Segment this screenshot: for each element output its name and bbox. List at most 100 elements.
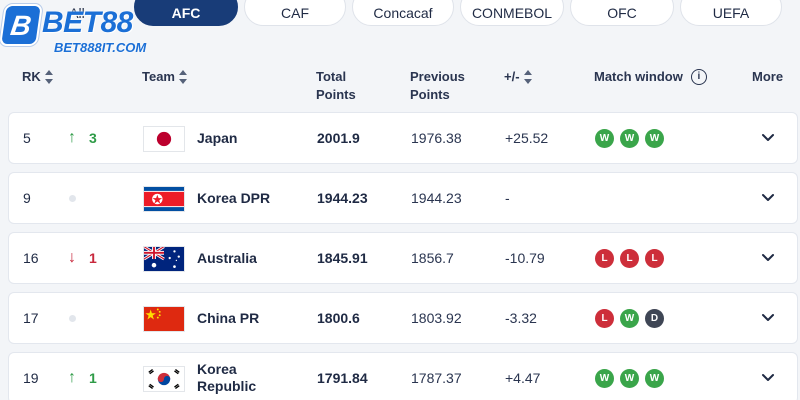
team-name[interactable]: Japan <box>197 129 238 146</box>
korea-dpr-flag <box>143 186 185 212</box>
table-row[interactable]: 5 ↑ 3 Japan 2001.9 1976.38 +25.52 W W W <box>8 112 798 164</box>
arrow-up-icon: ↑ <box>68 369 76 386</box>
points-diff: -10.79 <box>505 250 545 266</box>
sort-icon <box>523 70 532 84</box>
rank-movement: ↑ 3 <box>65 113 97 163</box>
previous-points: 1803.92 <box>411 310 462 326</box>
rank-value: 5 <box>23 130 31 146</box>
tab-ofc[interactable]: OFC <box>570 0 674 26</box>
match-result-badge: W <box>620 368 639 388</box>
chevron-down-icon[interactable] <box>761 173 775 223</box>
header-total-points: Total Points <box>316 68 356 104</box>
info-icon[interactable]: i <box>690 69 707 85</box>
rank-change-value: 3 <box>89 130 97 146</box>
rank-value: 17 <box>23 310 39 326</box>
match-result-badge: D <box>645 308 664 328</box>
match-result-badge: L <box>620 248 639 268</box>
previous-points: 1787.37 <box>411 370 462 386</box>
chevron-down-icon[interactable] <box>761 353 775 400</box>
points-diff: - <box>505 190 510 206</box>
rank-change-value: 1 <box>89 250 97 266</box>
tab-concacaf[interactable]: Concacaf <box>352 0 454 26</box>
total-points: 1944.23 <box>317 190 368 206</box>
match-result-badge: W <box>595 368 614 388</box>
chevron-down-icon[interactable] <box>761 293 775 343</box>
header-more-label: More <box>752 69 784 84</box>
match-result-badge: W <box>620 308 639 328</box>
no-change-dot-icon <box>69 194 76 202</box>
arrow-up-icon: ↑ <box>68 129 76 146</box>
logo-wordmark: BET88 <box>42 6 133 39</box>
header-previous-points-label: Previous Points <box>410 69 465 102</box>
match-result-badge: L <box>595 308 614 328</box>
match-result-badge: W <box>645 368 664 388</box>
tab-all[interactable]: All <box>69 5 85 21</box>
rank-movement <box>65 293 76 343</box>
previous-points: 1976.38 <box>411 130 462 146</box>
tab-uefa[interactable]: UEFA <box>680 0 782 26</box>
header-previous-points: Previous Points <box>410 68 465 104</box>
team-name[interactable]: China PR <box>197 309 260 326</box>
australia-flag <box>143 246 185 272</box>
match-result-badge: L <box>595 248 614 268</box>
rank-value: 9 <box>23 190 31 206</box>
rank-movement <box>65 173 76 223</box>
total-points: 1791.84 <box>317 370 368 386</box>
arrow-down-icon: ↓ <box>68 249 76 266</box>
header-total-points-label: Total Points <box>316 69 356 102</box>
points-diff: +25.52 <box>505 130 549 146</box>
header-diff[interactable]: +/- <box>504 68 532 86</box>
japan-flag <box>143 126 185 152</box>
rank-change-value: 1 <box>89 370 97 386</box>
rank-movement: ↓ 1 <box>65 233 97 283</box>
header-team[interactable]: Team <box>142 68 187 86</box>
header-more: More <box>752 68 783 86</box>
sort-icon <box>44 70 53 84</box>
sort-icon <box>179 70 187 84</box>
china-flag <box>143 306 185 332</box>
no-change-dot-icon <box>69 314 76 322</box>
tab-caf[interactable]: CAF <box>244 0 346 26</box>
previous-points: 1944.23 <box>411 190 462 206</box>
rank-value: 16 <box>23 250 39 266</box>
header-match-window: Match window i <box>594 68 707 86</box>
ranking-table-header: RK Team Total Points Previous Points +/-… <box>0 58 800 108</box>
match-result-badge: W <box>645 128 664 148</box>
logo-site-text: BET888IT.COM <box>54 40 147 55</box>
team-name[interactable]: Korea DPR <box>197 189 271 206</box>
header-rank-label: RK <box>22 69 41 84</box>
confederation-tabs: All AFC CAF Concacaf CONMEBOL OFC UEFA <box>0 0 800 30</box>
tab-afc[interactable]: AFC <box>134 0 238 26</box>
previous-points: 1856.7 <box>411 250 454 266</box>
table-row[interactable]: 17 China PR 1800.6 1803.92 -3.32 L W D <box>8 292 798 344</box>
match-result-badge: W <box>620 128 639 148</box>
total-points: 1845.91 <box>317 250 368 266</box>
header-match-window-label: Match window <box>594 69 683 84</box>
total-points: 2001.9 <box>317 130 360 146</box>
logo-badge-icon: B <box>0 4 43 46</box>
table-row[interactable]: 9 Korea DPR 1944.23 1944.23 - <box>8 172 798 224</box>
points-diff: -3.32 <box>505 310 537 326</box>
tab-conmebol[interactable]: CONMEBOL <box>460 0 564 26</box>
team-name[interactable]: Korea Republic <box>197 361 257 394</box>
chevron-down-icon[interactable] <box>761 113 775 163</box>
match-result-badge: L <box>645 248 664 268</box>
header-rank[interactable]: RK <box>22 68 53 86</box>
header-team-label: Team <box>142 69 175 84</box>
header-diff-label: +/- <box>504 69 520 84</box>
table-row[interactable]: 19 ↑ 1 Korea Republic 1791.84 1787.37 +4.47 W W W <box>8 352 798 400</box>
bet88-logo: B BET88 BET888IT.COM <box>0 2 160 58</box>
rank-movement: ↑ 1 <box>65 353 97 400</box>
chevron-down-icon[interactable] <box>761 233 775 283</box>
total-points: 1800.6 <box>317 310 360 326</box>
table-row[interactable]: 16 ↓ 1 Australia 1845.91 1856.7 -10.79 L L L <box>8 232 798 284</box>
match-result-badge: W <box>595 128 614 148</box>
rank-value: 19 <box>23 370 39 386</box>
team-name[interactable]: Australia <box>197 249 257 266</box>
korea-republic-flag <box>143 366 185 392</box>
points-diff: +4.47 <box>505 370 541 386</box>
